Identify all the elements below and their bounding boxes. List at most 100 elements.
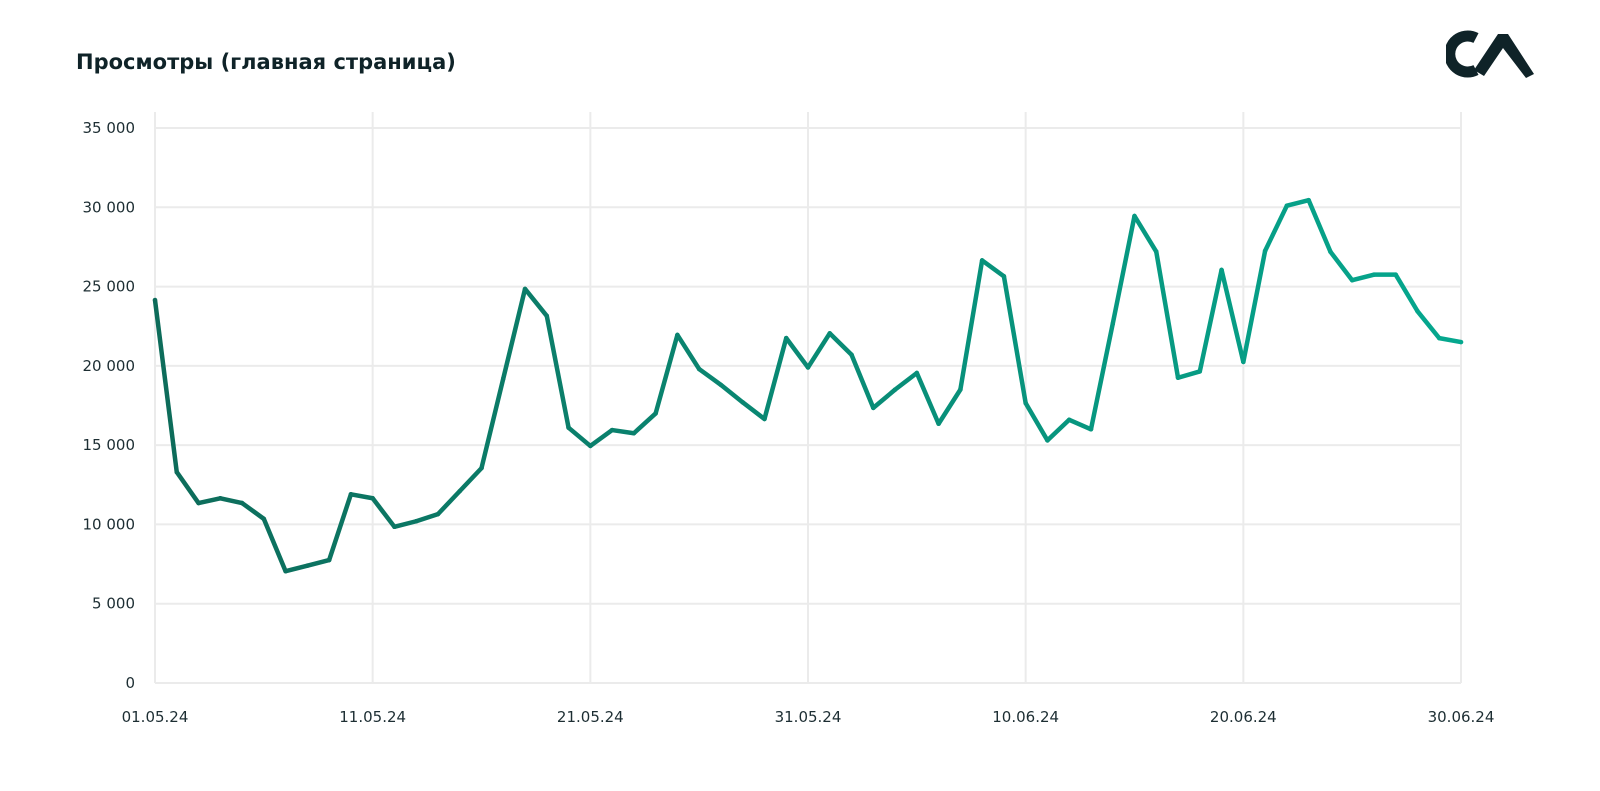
- grid: [154, 112, 1462, 684]
- line-segment: [1110, 213, 1137, 327]
- line-segment: [1066, 417, 1094, 432]
- line-segment: [718, 382, 745, 405]
- data-point: [305, 563, 310, 568]
- line-segment: [979, 258, 1007, 279]
- data-point: [1437, 335, 1442, 341]
- line-segment: [696, 366, 724, 388]
- line-segment: [653, 332, 680, 416]
- y-tick-label: 10 000: [83, 515, 136, 533]
- line-segment: [305, 557, 332, 568]
- line-segment: [370, 496, 397, 530]
- data-point: [1371, 272, 1377, 277]
- line-segment: [588, 427, 615, 449]
- line-segment: [1219, 267, 1246, 365]
- line-segment: [1436, 335, 1464, 345]
- line-segment: [1328, 249, 1355, 283]
- data-point: [718, 382, 724, 388]
- y-tick-label: 20 000: [83, 357, 136, 375]
- x-tick-label: 01.05.24: [122, 708, 189, 726]
- line-segment: [849, 352, 876, 411]
- line-segment: [609, 427, 637, 436]
- data-point: [283, 569, 288, 574]
- line-segment: [1349, 272, 1377, 283]
- line-segment: [1262, 203, 1290, 254]
- y-tick-label: 5 000: [92, 595, 135, 613]
- data-point: [979, 258, 985, 263]
- data-point: [784, 335, 789, 341]
- line-segment: [392, 519, 419, 530]
- data-point: [892, 387, 898, 392]
- line-segment: [783, 335, 811, 370]
- data-point: [827, 331, 832, 336]
- data-point: [1393, 272, 1398, 277]
- chart-title: Просмотры (главная страница): [76, 50, 456, 74]
- line-segment: [1415, 308, 1442, 341]
- data-point: [1001, 274, 1007, 279]
- y-axis-ticks: 0 5 000 10 000 15 000 20 000 25 000 30 000 35 0…: [83, 119, 136, 692]
- line-segment: [501, 286, 528, 381]
- x-tick-label: 11.05.24: [339, 708, 406, 726]
- line-segment: [958, 258, 985, 392]
- line-segment: [522, 286, 550, 319]
- line-segment: [261, 516, 288, 574]
- line-segment: [457, 465, 484, 494]
- data-point: [392, 524, 397, 530]
- line-segment: [871, 387, 898, 411]
- data-point: [1349, 278, 1355, 283]
- line-segment: [218, 496, 245, 506]
- data-point: [326, 557, 332, 563]
- data-point: [1045, 438, 1050, 443]
- line-segment: [1197, 267, 1224, 374]
- data-point: [218, 496, 223, 501]
- data-point: [1175, 375, 1181, 380]
- data-point: [261, 516, 267, 522]
- data-point: [936, 421, 941, 426]
- data-point: [152, 297, 158, 303]
- line-segment: [1088, 321, 1115, 432]
- line-segment: [740, 400, 767, 422]
- y-tick-label: 15 000: [83, 436, 136, 454]
- line-segment: [631, 411, 658, 436]
- views-series: [152, 197, 1464, 574]
- data-point: [588, 443, 593, 449]
- data-point: [196, 500, 201, 506]
- data-point: [1415, 308, 1420, 314]
- data-point: [871, 405, 876, 411]
- line-segment: [283, 563, 310, 574]
- y-tick-label: 0: [125, 674, 135, 692]
- x-tick-label: 30.06.24: [1428, 708, 1495, 726]
- data-point: [1328, 249, 1333, 254]
- data-point: [762, 416, 767, 422]
- data-point: [805, 365, 811, 370]
- data-point: [1088, 427, 1094, 432]
- line-segment: [762, 335, 789, 422]
- line-segment: [1132, 213, 1159, 254]
- data-point: [1241, 359, 1246, 365]
- line-segment: [435, 488, 462, 517]
- data-point: [1219, 267, 1224, 273]
- data-point: [653, 411, 658, 416]
- y-tick-label: 35 000: [83, 119, 136, 137]
- data-point: [958, 387, 963, 392]
- data-point: [1306, 197, 1311, 203]
- data-point: [501, 376, 506, 381]
- line-segment: [152, 297, 180, 475]
- data-point: [566, 425, 571, 430]
- data-point: [457, 488, 462, 494]
- line-segment: [326, 492, 354, 563]
- line-segment: [675, 332, 702, 372]
- line-segment: [1175, 369, 1203, 380]
- data-point: [1154, 249, 1159, 254]
- data-point: [1132, 213, 1137, 219]
- line-segment: [544, 313, 571, 430]
- x-tick-label: 31.05.24: [775, 708, 842, 726]
- data-point: [1262, 248, 1268, 254]
- data-point: [435, 511, 441, 517]
- data-point: [849, 352, 854, 357]
- data-point: [348, 492, 354, 497]
- data-point: [740, 400, 745, 405]
- line-segment: [1306, 197, 1333, 254]
- line-segment: [1241, 248, 1268, 365]
- data-point: [174, 469, 179, 475]
